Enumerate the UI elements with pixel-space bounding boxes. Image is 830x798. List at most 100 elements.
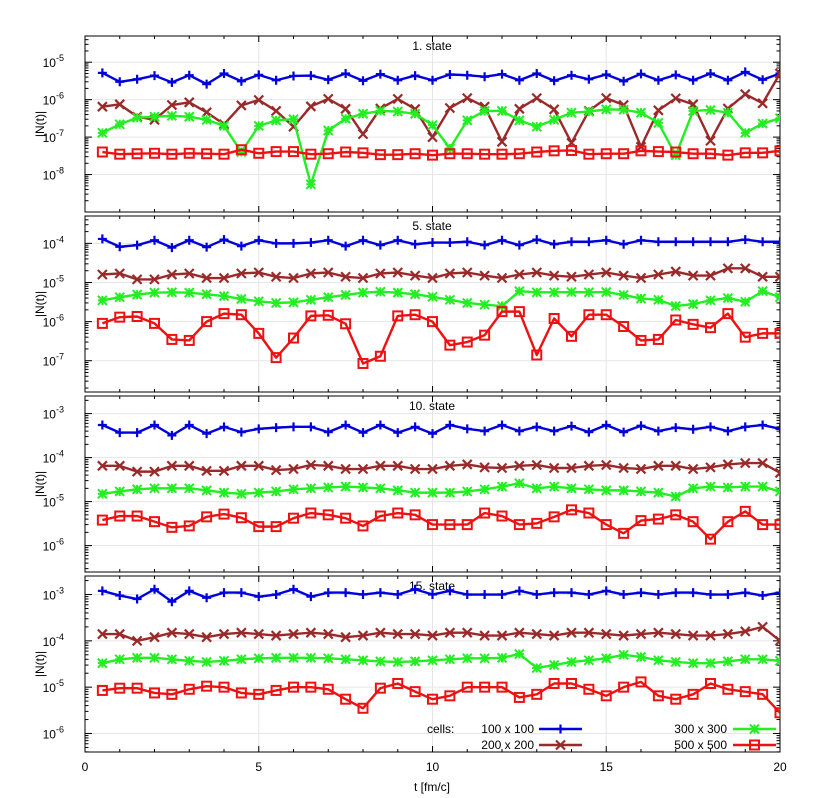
data-point: [775, 68, 780, 78]
y-tick-label: 10-3: [43, 405, 64, 422]
data-point: [757, 147, 769, 159]
data-point: [202, 593, 212, 603]
data-point: [548, 462, 560, 474]
data-point: [618, 320, 630, 332]
data-point: [514, 426, 524, 436]
data-point: [601, 235, 611, 245]
data-point: [218, 272, 230, 284]
data-point: [323, 235, 333, 245]
data-point: [374, 682, 386, 694]
data-point: [635, 515, 647, 527]
data-point: [150, 235, 159, 245]
data-point: [513, 306, 525, 318]
data-point: [132, 240, 142, 250]
data-point: [96, 317, 108, 329]
data-point: [636, 235, 646, 245]
data-point: [635, 628, 647, 640]
panel-title: 10. state: [409, 399, 455, 413]
y-tick-label: 10-4: [43, 632, 64, 649]
data-point: [131, 148, 143, 160]
data-point: [653, 627, 664, 638]
data-point: [479, 653, 490, 664]
data-point: [566, 627, 577, 638]
data-point: [409, 628, 421, 640]
data-point: [340, 113, 351, 124]
series-line: [101, 108, 780, 186]
data-point: [722, 149, 734, 161]
data-point: [774, 327, 780, 339]
data-point: [184, 586, 194, 596]
data-point: [97, 101, 108, 112]
data-point: [427, 131, 438, 143]
data-point: [653, 487, 664, 498]
data-point: [254, 424, 264, 434]
data-point: [270, 297, 282, 309]
data-point: [271, 423, 281, 433]
data-point: [305, 652, 317, 664]
data-point: [688, 588, 698, 598]
data-point: [322, 509, 334, 521]
data-point: [462, 297, 473, 309]
data-point: [514, 478, 525, 489]
data-point: [289, 584, 298, 594]
data-point: [253, 487, 264, 498]
data-point: [670, 93, 682, 104]
data-point: [705, 481, 716, 492]
data-point: [514, 648, 525, 660]
data-point: [341, 420, 351, 430]
data-point: [131, 682, 143, 694]
data-point: [514, 627, 525, 638]
data-point: [653, 460, 664, 472]
data-point: [531, 483, 542, 494]
data-point: [531, 121, 542, 132]
data-point: [236, 460, 247, 472]
data-point: [392, 93, 404, 105]
data-point: [409, 148, 421, 160]
data-point: [618, 462, 629, 474]
series-line: [101, 310, 780, 365]
data-point: [566, 330, 577, 342]
data-point: [514, 240, 524, 250]
data-point: [184, 483, 195, 494]
y-tick-label: 10-6: [43, 537, 64, 554]
y-tick-label: 10-3: [43, 586, 64, 603]
data-point: [566, 286, 577, 298]
data-point: [496, 148, 508, 160]
data-point: [583, 683, 595, 695]
data-point: [166, 654, 178, 665]
data-point: [653, 294, 664, 306]
data-point: [532, 235, 542, 245]
data-point: [166, 627, 178, 638]
data-point: [532, 422, 542, 432]
data-point: [548, 630, 560, 641]
data-point: [480, 426, 490, 436]
data-point: [150, 71, 159, 81]
data-point: [375, 105, 386, 117]
data-point: [131, 466, 143, 477]
data-point: [687, 270, 699, 281]
data-point: [236, 100, 247, 111]
data-point: [462, 115, 473, 126]
data-point: [131, 112, 143, 123]
data-point: [236, 627, 247, 638]
data-point: [670, 149, 681, 161]
data-point: [114, 654, 125, 665]
data-point: [374, 149, 386, 161]
data-point: [409, 309, 421, 321]
data-point: [357, 482, 369, 493]
data-point: [340, 271, 351, 283]
data-point: [757, 285, 768, 297]
data-point: [183, 268, 195, 279]
data-point: [671, 237, 681, 247]
data-point: [289, 422, 298, 432]
data-point: [374, 350, 386, 362]
data-point: [97, 295, 108, 306]
data-point: [427, 272, 438, 284]
data-point: [183, 460, 195, 472]
data-point: [358, 76, 368, 86]
data-point: [461, 267, 473, 278]
data-point: [670, 693, 682, 705]
data-point: [114, 99, 126, 110]
data-point: [653, 269, 664, 280]
data-point: [739, 626, 751, 637]
